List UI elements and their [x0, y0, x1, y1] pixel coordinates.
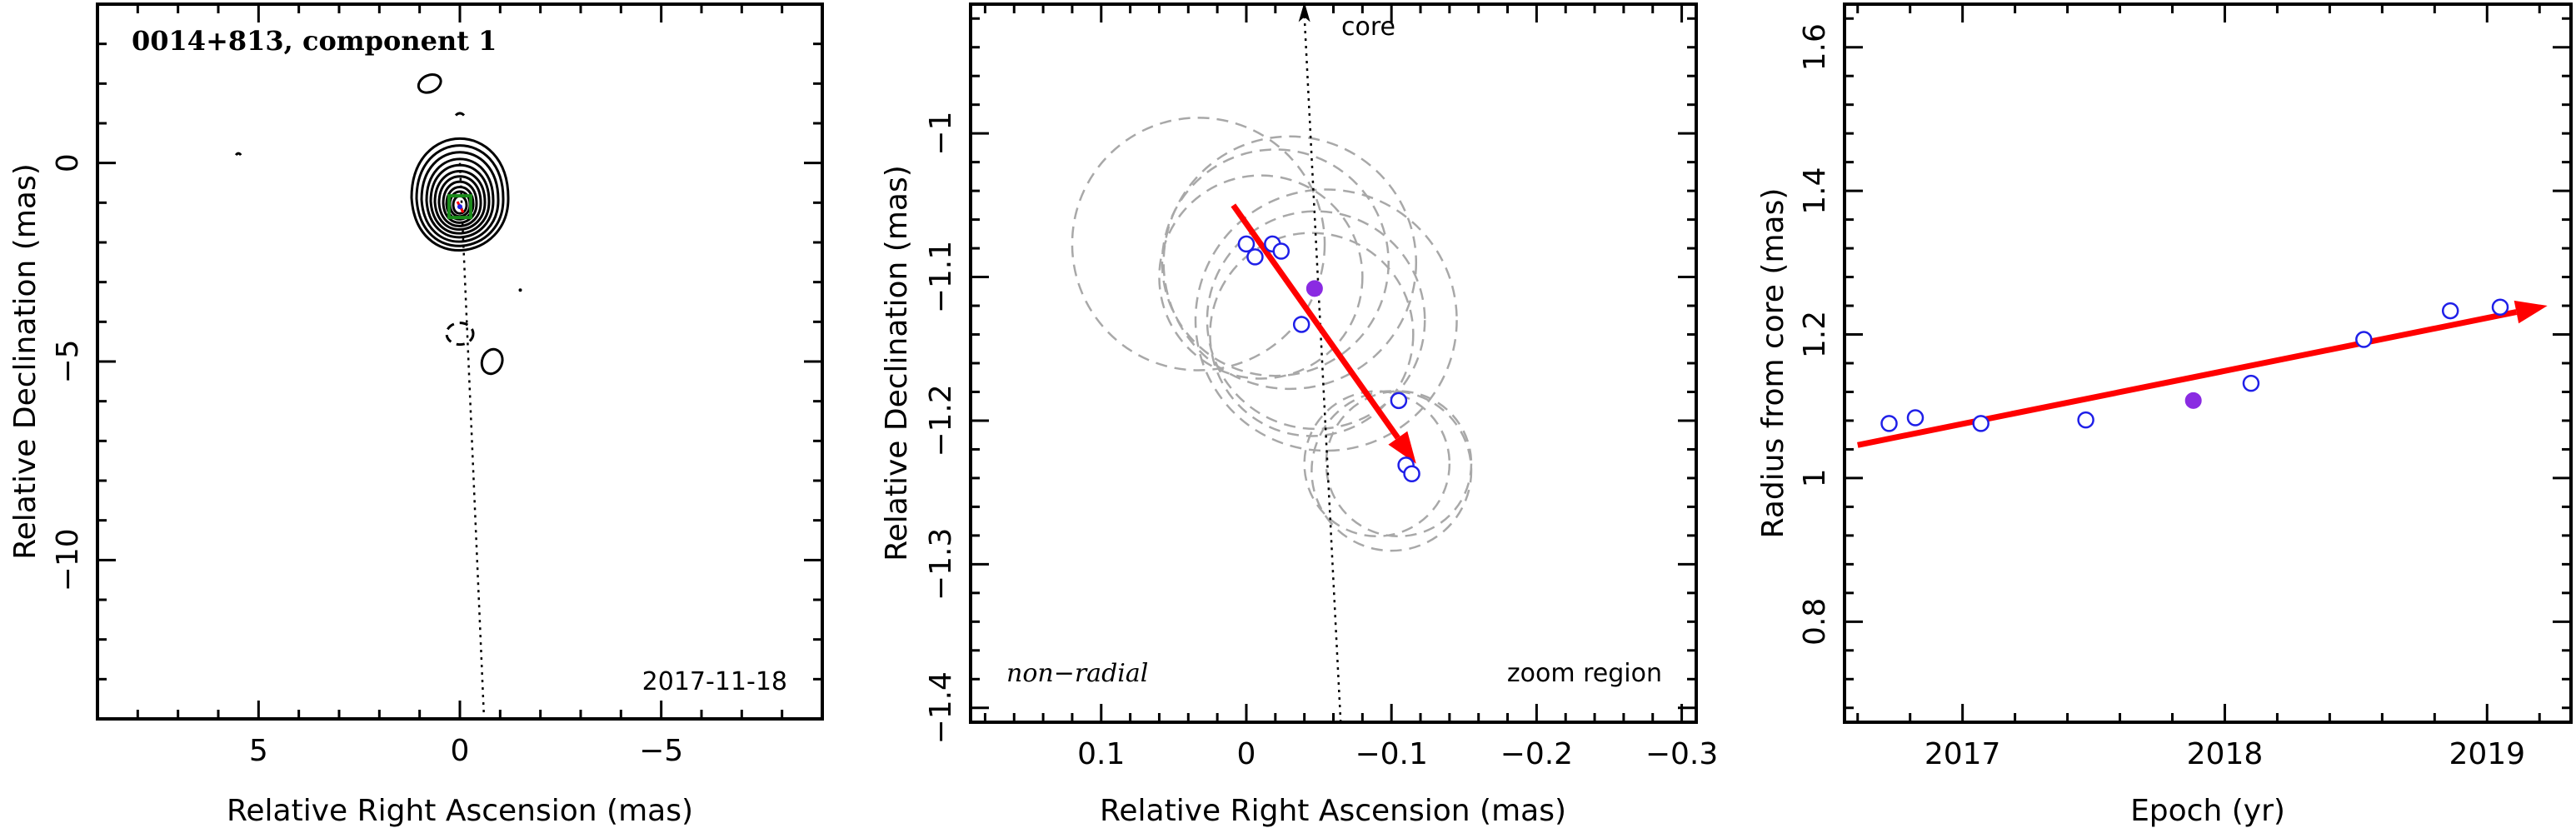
error-circle	[1162, 135, 1418, 391]
data-point	[1272, 242, 1290, 260]
panel-image-contour: 5 0 −5 0 −5 −10 0014+813, component 1 2017-11…	[8, 2, 824, 828]
data-point	[1390, 392, 1408, 410]
component-marker-box	[447, 194, 472, 220]
panel2-xtick-label: 0	[1237, 737, 1256, 771]
core-direction-line	[458, 162, 486, 720]
contour-blob	[417, 73, 442, 94]
zoom-region-label: zoom region	[1507, 659, 1662, 688]
panel3-ytick-label: 1.2	[1798, 311, 1832, 358]
error-circle	[1310, 390, 1473, 552]
panel3-xlabel: Epoch (yr)	[2130, 794, 2285, 828]
selected-data-point	[1305, 280, 1323, 297]
contour-level	[433, 170, 487, 231]
panel3-frame	[1843, 2, 2573, 724]
contour-speck	[234, 152, 242, 157]
data-point	[1906, 409, 1925, 426]
non-radial-label: non−radial	[1006, 659, 1148, 688]
fit-arrow-head	[1388, 431, 1416, 464]
panel1-date: 2017-11-18	[642, 667, 787, 696]
panel3-ytick-label: 1.4	[1798, 167, 1832, 214]
contour-blob	[480, 347, 504, 376]
contour-level	[437, 175, 482, 227]
data-point	[2355, 331, 2373, 348]
panel1-xtick-label: −5	[639, 734, 683, 768]
panel1-ticks: 5 0 −5 0 −5 −10	[51, 2, 824, 768]
contour-map	[234, 73, 522, 720]
error-circle	[1325, 390, 1473, 538]
panel2-frame	[969, 2, 1698, 724]
error-circle	[1194, 188, 1458, 452]
fit-arrow-head	[2514, 300, 2548, 324]
panel1-xtick-label: 5	[249, 734, 268, 768]
data-point	[2441, 302, 2459, 320]
panel3-ytick-label: 1.6	[1798, 23, 1832, 71]
panel1-title: 0014+813, component 1	[132, 25, 497, 57]
panel1-ylabel: Relative Declination (mas)	[8, 163, 42, 560]
contour-speck	[454, 112, 466, 117]
panel2-ticks: 0.1 0 −0.1 −0.2 −0.3 −1 −1.1 −1.2 −1.3 −1.4	[924, 4, 1718, 771]
error-circle	[1158, 174, 1364, 380]
panel2-marks	[1231, 2, 1420, 723]
panel3-xtick-label: 2017	[1925, 737, 2001, 771]
data-point	[2242, 374, 2260, 392]
error-circle	[1209, 232, 1415, 437]
component-marker-point	[457, 204, 462, 210]
error-circle	[1071, 117, 1326, 372]
data-point	[1972, 415, 1989, 432]
panel2-ytick-label: −1.1	[924, 241, 958, 313]
panel1-xtick-label: 0	[451, 734, 470, 768]
error-circle	[1161, 148, 1390, 377]
panel3-marks	[1857, 298, 2548, 448]
panel2-ylabel: Relative Declination (mas)	[880, 165, 914, 561]
panel2-ytick-label: −1.4	[924, 671, 958, 744]
core-direction-line	[1303, 15, 1342, 723]
error-circle	[1206, 210, 1426, 431]
panel1-ytick-label: 0	[51, 153, 85, 172]
contour-speck	[518, 288, 522, 292]
panel1-ytick-label: −5	[51, 339, 85, 383]
data-point	[1880, 415, 1898, 432]
data-point	[1237, 235, 1256, 253]
panel2-ytick-label: −1.2	[924, 384, 958, 456]
fit-arrow	[1857, 309, 2518, 448]
panel2-xlabel: Relative Right Ascension (mas)	[1100, 794, 1566, 828]
panel1-frame	[96, 2, 824, 721]
panel3-ticks: 2017 2018 2019 0.8 1 1.2 1.4 1.6	[1798, 4, 2571, 771]
core-arrowhead	[1298, 2, 1310, 22]
panel-radius-vs-epoch: 2017 2018 2019 0.8 1 1.2 1.4 1.6 Epoch (yr) Rad…	[1756, 2, 2573, 828]
error-circles	[1071, 117, 1473, 552]
data-point	[2491, 298, 2509, 317]
core-label: core	[1341, 12, 1395, 42]
panel2-xtick-label: −0.2	[1500, 737, 1573, 771]
data-point	[1403, 465, 1420, 482]
panel2-xtick-label: 0.1	[1077, 737, 1125, 771]
panel3-xtick-label: 2018	[2187, 737, 2264, 771]
panel3-xtick-label: 2019	[2449, 737, 2525, 771]
panel2-ytick-label: −1.3	[924, 528, 958, 601]
panel-zoom-region: 0.1 0 −0.1 −0.2 −0.3−1−1.1−1.2−1.3−1.4 core …	[880, 2, 1718, 828]
panel1-xlabel: Relative Right Ascension (mas)	[227, 794, 693, 828]
contour-level	[410, 137, 510, 252]
panel3-ytick-label: 1	[1798, 468, 1832, 487]
panel2-xtick-label: −0.1	[1355, 737, 1427, 771]
contour-level	[425, 157, 495, 239]
contour-level	[415, 144, 505, 247]
fit-arrow	[1231, 203, 1400, 440]
contour-negative	[445, 322, 475, 347]
contour-level	[452, 194, 468, 215]
contour-level	[429, 163, 491, 235]
error-circle	[1303, 390, 1451, 538]
panel3-ytick-label: 0.8	[1798, 598, 1832, 646]
panel2-ytick-label: −1	[924, 112, 958, 156]
contour-level	[442, 180, 478, 224]
data-point	[2077, 411, 2094, 429]
panel3-ylabel: Radius from core (mas)	[1756, 188, 1790, 539]
data-point	[1292, 316, 1310, 333]
selected-data-point	[2184, 392, 2202, 409]
contour-level	[420, 151, 500, 243]
panel1-ytick-label: −10	[51, 528, 85, 591]
panel2-xtick-label: −0.3	[1645, 737, 1718, 771]
data-point	[1246, 248, 1264, 266]
